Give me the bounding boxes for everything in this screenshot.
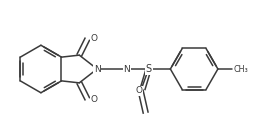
Text: O: O bbox=[90, 34, 97, 43]
Text: O: O bbox=[90, 95, 97, 104]
Text: N: N bbox=[124, 64, 130, 74]
Text: O: O bbox=[135, 86, 142, 95]
Text: N: N bbox=[94, 64, 101, 74]
Text: S: S bbox=[146, 64, 152, 74]
Text: CH₃: CH₃ bbox=[234, 64, 249, 74]
